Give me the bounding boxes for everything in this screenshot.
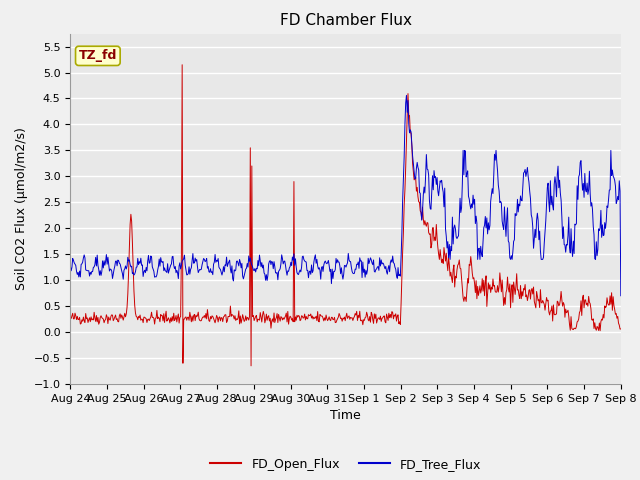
Line: FD_Tree_Flux: FD_Tree_Flux [70, 96, 621, 296]
FD_Open_Flux [247, 363, 255, 369]
FD_Open_Flux [414, 194, 422, 200]
FD_Tree_Flux [218, 272, 226, 278]
FD_Tree_Flux [429, 187, 437, 192]
FD_Open_Flux [190, 313, 198, 319]
FD_Open_Flux [77, 321, 84, 327]
FD_Tree_Flux [403, 93, 410, 98]
FD_Tree_Flux [77, 274, 84, 280]
Text: TZ_fd: TZ_fd [79, 49, 117, 62]
FD_Tree_Flux [189, 251, 196, 256]
FD_Open_Flux [430, 238, 438, 244]
FD_Open_Flux [179, 62, 186, 68]
Title: FD Chamber Flux: FD Chamber Flux [280, 13, 412, 28]
Legend: FD_Open_Flux, FD_Tree_Flux: FD_Open_Flux, FD_Tree_Flux [205, 453, 486, 476]
FD_Open_Flux [219, 319, 227, 324]
Y-axis label: Soil CO2 Flux (μmol/m2/s): Soil CO2 Flux (μmol/m2/s) [15, 127, 28, 290]
FD_Tree_Flux [67, 263, 74, 269]
FD_Open_Flux [617, 326, 625, 332]
FD_Open_Flux [67, 313, 74, 319]
Line: FD_Open_Flux: FD_Open_Flux [70, 65, 621, 366]
FD_Tree_Flux [617, 293, 625, 299]
FD_Open_Flux [133, 314, 141, 320]
X-axis label: Time: Time [330, 409, 361, 422]
FD_Tree_Flux [413, 159, 421, 165]
FD_Tree_Flux [133, 264, 141, 270]
